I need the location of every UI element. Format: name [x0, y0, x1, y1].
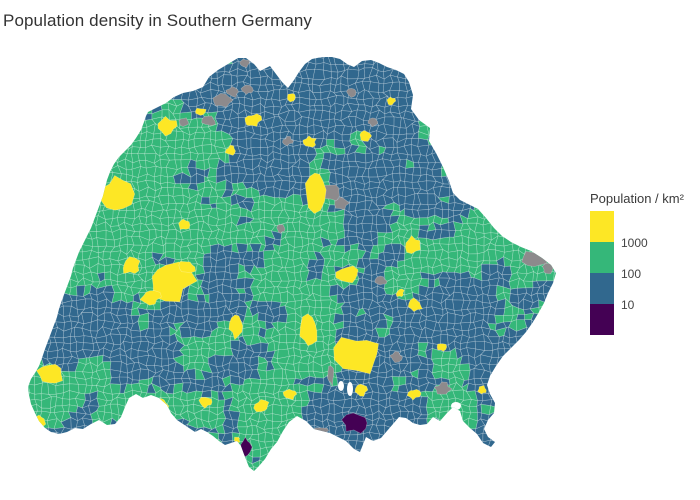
legend-swatch-10[interactable] [590, 273, 614, 304]
legend-tick-100: 100 [621, 267, 642, 281]
legend-tick-1000: 1000 [621, 236, 648, 250]
chart-title: Population density in Southern Germany [3, 11, 313, 30]
legend-colorbar [590, 211, 614, 335]
legend-tick-10: 10 [621, 298, 635, 312]
legend: Population / km² 1000 100 10 [590, 191, 700, 335]
legend-swatch-1000[interactable] [590, 211, 614, 242]
legend-swatch-100[interactable] [590, 242, 614, 273]
legend-swatch-min[interactable] [590, 304, 614, 335]
legend-title: Population / km² [590, 191, 684, 206]
